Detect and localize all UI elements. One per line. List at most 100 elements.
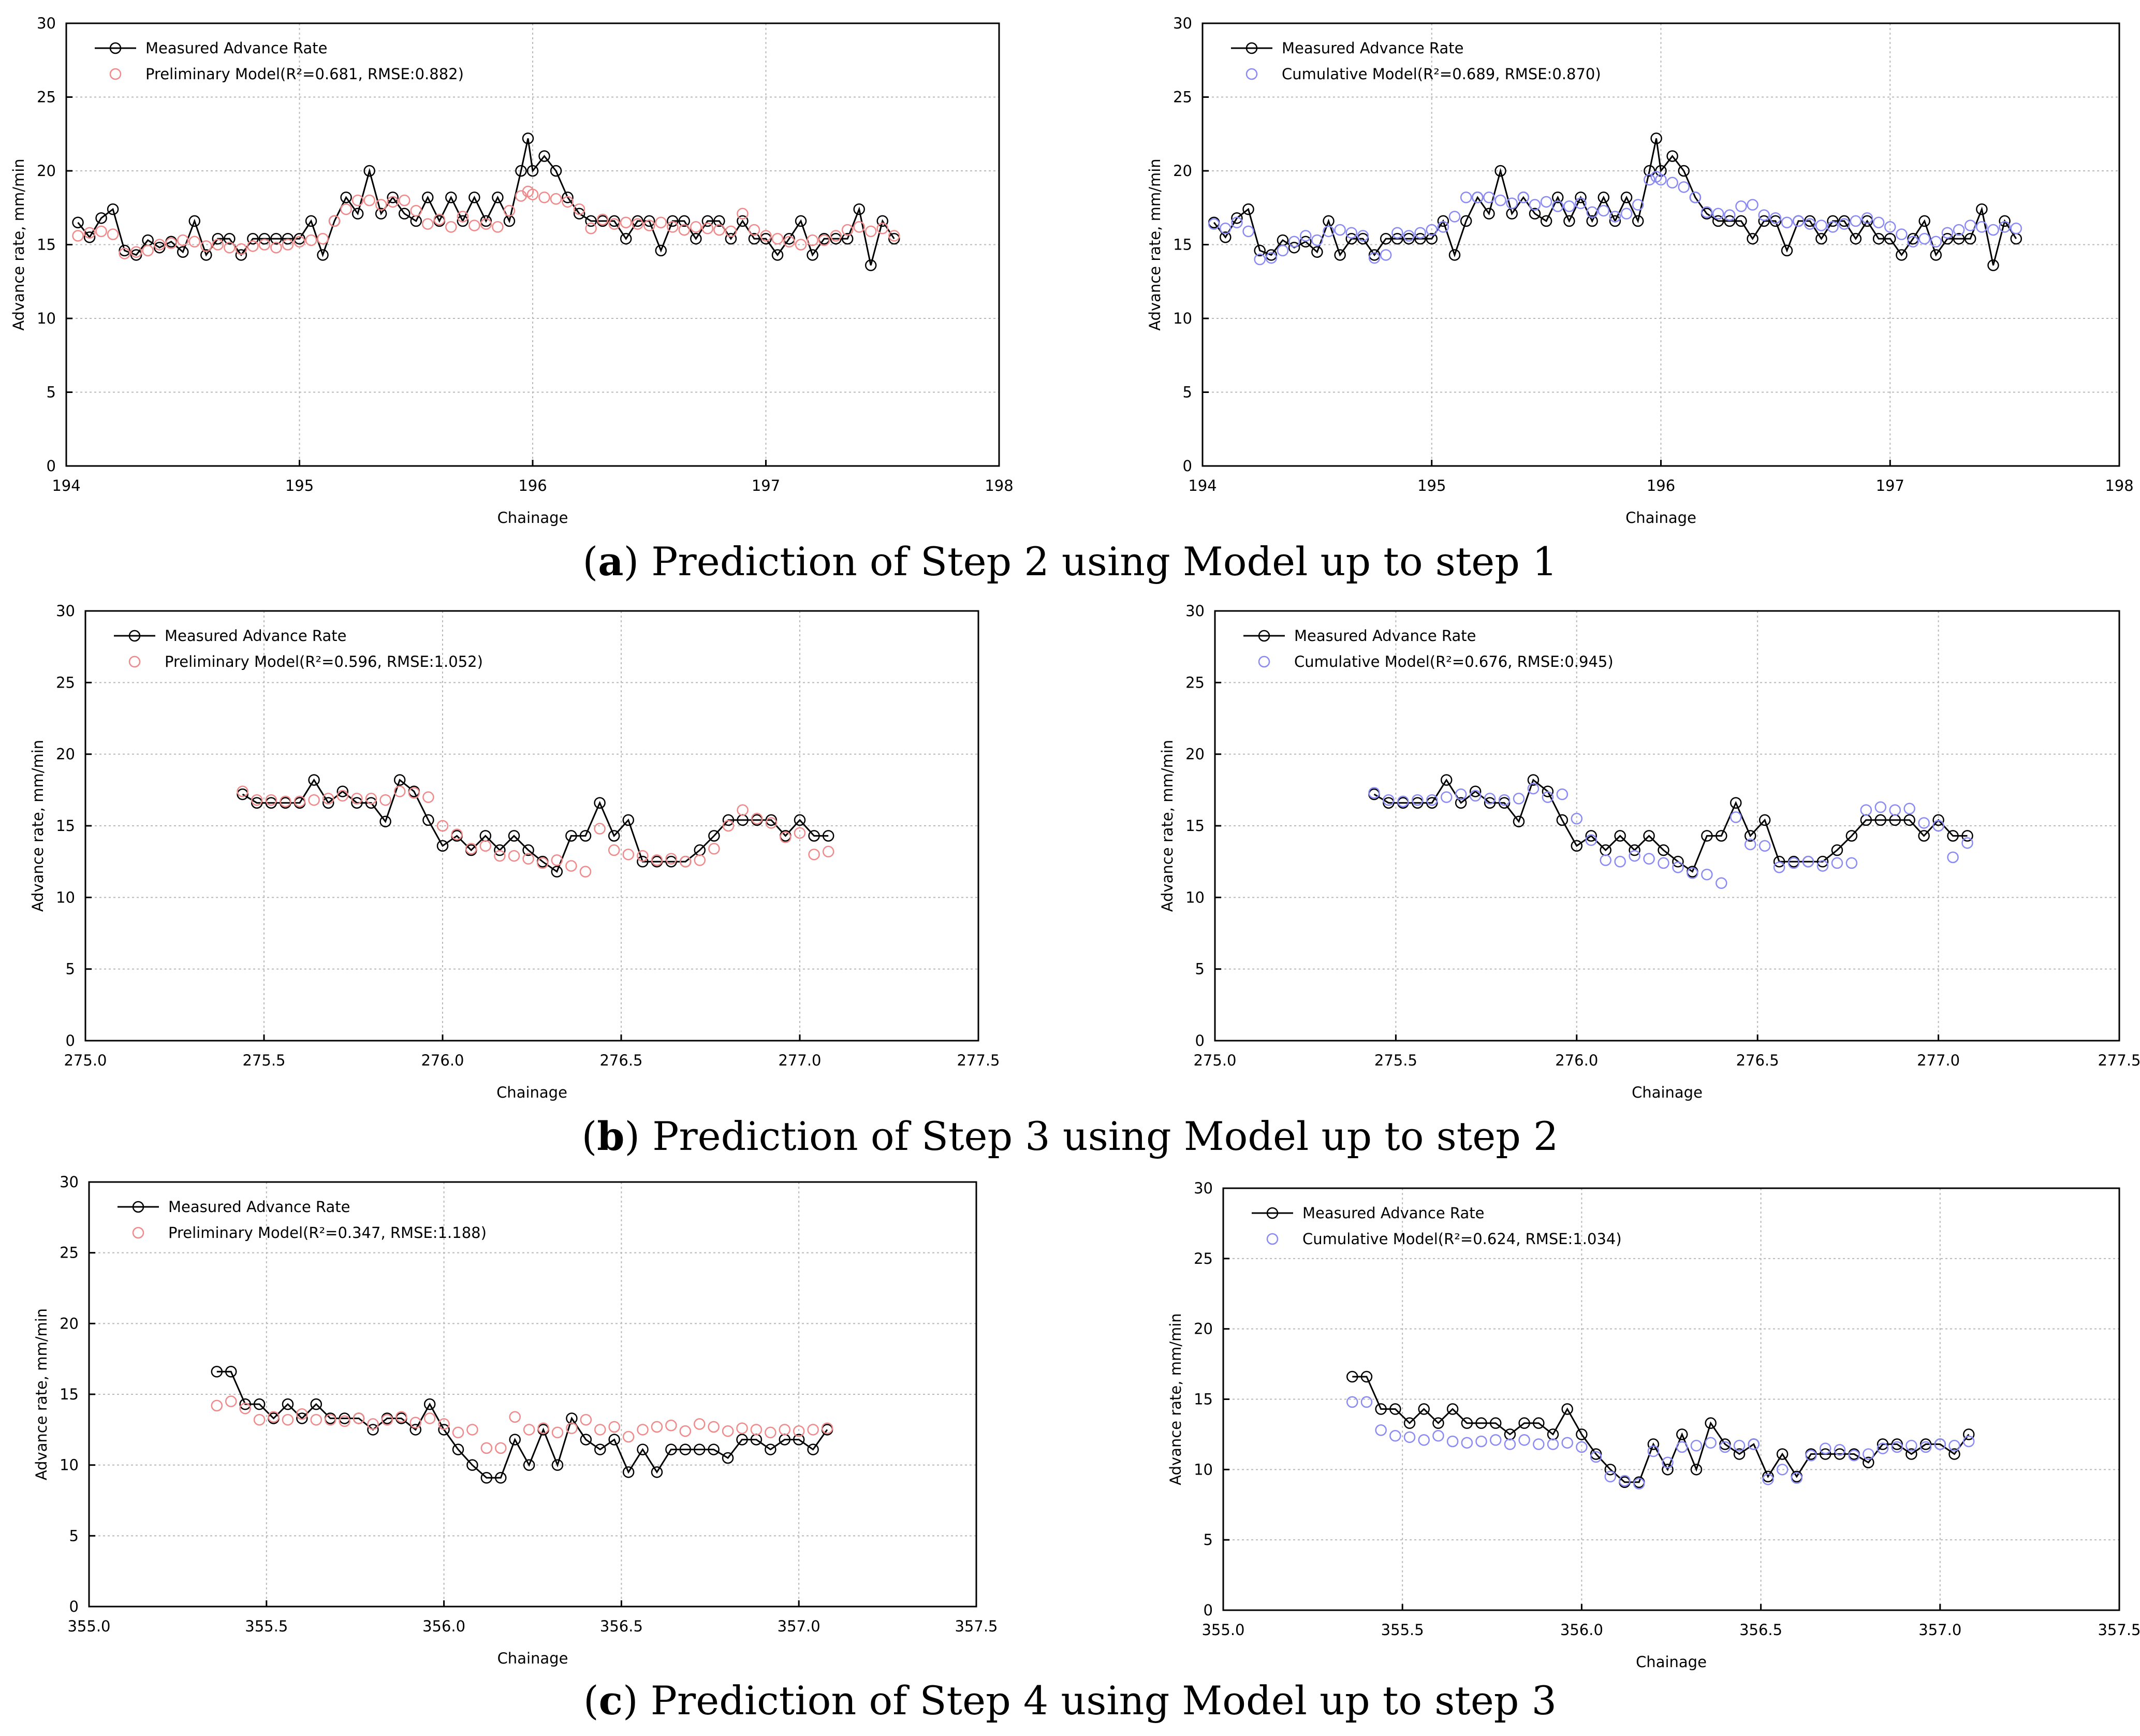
data-point-measured <box>1489 1417 1502 1429</box>
data-point-preliminary <box>130 246 142 258</box>
data-point-measured <box>622 814 635 826</box>
x-tick-label: 198 <box>2105 477 2133 494</box>
data-point-measured <box>351 797 363 809</box>
data-point-measured <box>387 192 399 203</box>
data-point-measured <box>665 855 677 868</box>
data-point-measured <box>594 797 606 809</box>
data-point-preliminary <box>395 1411 407 1423</box>
data-point-preliminary <box>748 224 760 236</box>
data-point-cumulative <box>1816 860 1829 872</box>
data-point-measured <box>1650 133 1662 144</box>
x-tick-label: 197 <box>1876 477 1904 494</box>
legend-marker <box>128 630 141 642</box>
data-point-preliminary <box>253 1413 266 1426</box>
data-point-measured <box>1432 1417 1444 1429</box>
data-point-measured <box>1575 192 1587 203</box>
y-tick-label: 5 <box>47 384 56 401</box>
data-point-preliminary <box>596 213 609 226</box>
data-point-preliminary <box>492 221 504 233</box>
y-tick-label: 30 <box>1194 1179 1213 1197</box>
data-point-measured <box>807 249 818 261</box>
data-point-measured <box>1733 1448 1746 1460</box>
data-point-measured <box>1647 1438 1660 1450</box>
data-point-cumulative <box>1747 199 1758 211</box>
data-point-measured <box>667 215 679 227</box>
data-point-measured <box>678 215 691 227</box>
legend-marker <box>1266 1233 1279 1245</box>
data-point-measured <box>1896 249 1908 261</box>
legend-entry-measured: Measured Advance Rate <box>1243 627 1476 645</box>
data-point-measured <box>153 241 166 254</box>
series-cumulative <box>1346 1396 1975 1490</box>
series-measured <box>1368 774 1973 878</box>
x-axis-label: Chainage <box>496 1084 567 1101</box>
data-point-cumulative <box>1426 224 1438 236</box>
data-point-measured <box>1604 1464 1617 1476</box>
data-point-cumulative <box>1556 788 1569 800</box>
legend-entry-cumulative: Cumulative Model(R²=0.689, RMSE:0.870) <box>1245 65 1601 83</box>
y-tick-label: 0 <box>69 1598 79 1615</box>
data-point-preliminary <box>594 823 606 835</box>
y-tick-label: 10 <box>1173 310 1192 327</box>
data-point-measured <box>1632 215 1644 227</box>
data-point-preliminary <box>480 218 492 230</box>
data-point-cumulative <box>1461 1437 1473 1449</box>
data-point-cumulative <box>1896 228 1908 240</box>
x-tick-label: 275.5 <box>1374 1052 1417 1069</box>
data-point-measured <box>1744 830 1756 842</box>
data-point-cumulative <box>1903 803 1915 815</box>
data-point-preliminary <box>679 855 692 868</box>
data-point-measured <box>247 232 259 245</box>
data-point-cumulative <box>1311 234 1323 246</box>
data-point-cumulative <box>1860 804 1872 816</box>
data-point-preliminary <box>268 1411 280 1423</box>
data-point-preliminary <box>200 240 212 252</box>
data-point-measured <box>1414 232 1426 245</box>
data-point-cumulative <box>1368 252 1381 264</box>
legend-entry-measured: Measured Advance Rate <box>95 39 327 57</box>
legend-marker <box>109 42 122 54</box>
data-point-cumulative <box>1676 1441 1688 1453</box>
data-point-cumulative <box>1619 1475 1631 1487</box>
data-point-cumulative <box>1629 850 1640 862</box>
data-point-preliminary <box>410 205 422 217</box>
data-point-preliminary <box>363 194 375 207</box>
data-point-measured <box>632 215 643 227</box>
x-tick-label: 355.5 <box>1381 1621 1424 1639</box>
y-axis-label: Advance rate, mm/min <box>1146 158 1164 330</box>
data-point-preliminary <box>379 794 391 806</box>
data-point-measured <box>737 215 749 227</box>
data-point-preliminary <box>760 230 772 242</box>
data-point-cumulative <box>1220 222 1232 235</box>
data-point-measured <box>1730 797 1742 809</box>
data-point-measured <box>608 1434 620 1446</box>
data-point-measured <box>585 215 597 227</box>
data-point-measured <box>225 1366 237 1378</box>
data-point-preliminary <box>722 1425 734 1437</box>
data-point-measured <box>308 774 320 786</box>
data-point-measured <box>822 830 834 842</box>
data-point-measured <box>1629 844 1640 856</box>
data-point-measured <box>580 1434 592 1446</box>
data-point-measured <box>83 231 96 243</box>
data-point-measured <box>317 249 329 261</box>
series-preliminary <box>237 785 834 878</box>
data-point-cumulative <box>1874 801 1887 813</box>
data-point-preliminary <box>579 866 592 878</box>
data-point-measured <box>1834 1448 1846 1460</box>
data-point-preliminary <box>351 194 364 207</box>
data-point-cumulative <box>1730 811 1742 823</box>
data-point-measured <box>1712 215 1724 227</box>
x-tick-label: 196 <box>1647 477 1675 494</box>
series-preliminary <box>211 1395 833 1454</box>
data-point-preliminary <box>643 220 655 231</box>
x-tick-label: 195 <box>1417 477 1446 494</box>
data-point-preliminary <box>468 220 480 231</box>
data-point-cumulative <box>1513 793 1525 805</box>
data-point-cumulative <box>1208 218 1220 230</box>
data-point-cumulative <box>1961 837 1973 849</box>
y-tick-label: 20 <box>1194 1320 1213 1338</box>
data-point-cumulative <box>1620 208 1633 220</box>
data-point-measured <box>651 1466 663 1478</box>
data-point-cumulative <box>1403 1431 1416 1443</box>
